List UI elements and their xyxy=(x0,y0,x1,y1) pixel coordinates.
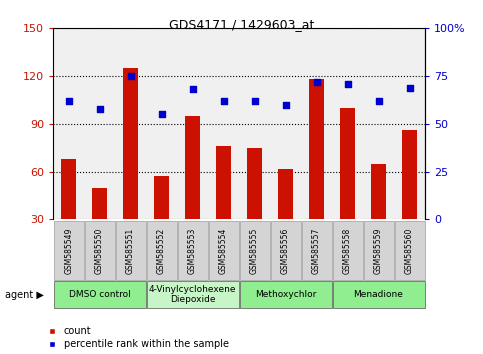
Point xyxy=(65,98,72,104)
Text: GSM585557: GSM585557 xyxy=(312,227,321,274)
Text: GSM585556: GSM585556 xyxy=(281,227,290,274)
Point xyxy=(282,102,289,108)
Text: GSM585554: GSM585554 xyxy=(219,227,228,274)
Bar xyxy=(123,68,138,267)
Bar xyxy=(92,188,107,267)
Text: GSM585558: GSM585558 xyxy=(343,227,352,274)
Point xyxy=(189,87,197,92)
Point xyxy=(344,81,352,87)
Text: GSM585550: GSM585550 xyxy=(95,227,104,274)
Point xyxy=(158,112,166,117)
Point xyxy=(127,73,134,79)
Text: Methoxychlor: Methoxychlor xyxy=(255,290,316,299)
Text: agent ▶: agent ▶ xyxy=(5,290,43,300)
Text: 4-Vinylcyclohexene
Diepoxide: 4-Vinylcyclohexene Diepoxide xyxy=(149,285,236,304)
Text: GDS4171 / 1429603_at: GDS4171 / 1429603_at xyxy=(169,18,314,31)
Bar xyxy=(340,108,355,267)
Text: GSM585549: GSM585549 xyxy=(64,227,73,274)
Bar xyxy=(154,176,170,267)
Bar xyxy=(402,130,417,267)
Text: GSM585560: GSM585560 xyxy=(405,227,414,274)
Point xyxy=(96,106,103,112)
Point xyxy=(406,85,413,90)
Text: GSM585555: GSM585555 xyxy=(250,227,259,274)
Bar xyxy=(216,146,231,267)
Bar xyxy=(61,159,76,267)
Point xyxy=(220,98,227,104)
Legend: count, percentile rank within the sample: count, percentile rank within the sample xyxy=(48,326,229,349)
Point xyxy=(251,98,258,104)
Text: Menadione: Menadione xyxy=(354,290,403,299)
Bar xyxy=(185,116,200,267)
Text: DMSO control: DMSO control xyxy=(69,290,130,299)
Text: GSM585559: GSM585559 xyxy=(374,227,383,274)
Point xyxy=(375,98,383,104)
Text: GSM585551: GSM585551 xyxy=(126,227,135,274)
Bar xyxy=(247,148,262,267)
Text: GSM585552: GSM585552 xyxy=(157,227,166,274)
Bar xyxy=(309,79,324,267)
Text: GSM585553: GSM585553 xyxy=(188,227,197,274)
Bar xyxy=(371,164,386,267)
Point xyxy=(313,79,320,85)
Bar xyxy=(278,169,293,267)
